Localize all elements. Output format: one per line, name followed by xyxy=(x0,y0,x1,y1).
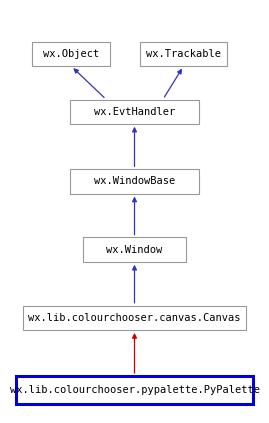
FancyBboxPatch shape xyxy=(70,169,199,194)
FancyBboxPatch shape xyxy=(83,237,186,262)
Text: wx.WindowBase: wx.WindowBase xyxy=(94,176,175,187)
Text: wx.lib.colourchooser.canvas.Canvas: wx.lib.colourchooser.canvas.Canvas xyxy=(28,313,241,323)
FancyBboxPatch shape xyxy=(33,42,110,66)
FancyBboxPatch shape xyxy=(140,42,228,66)
FancyBboxPatch shape xyxy=(23,306,246,330)
Text: wx.EvtHandler: wx.EvtHandler xyxy=(94,107,175,117)
FancyBboxPatch shape xyxy=(16,376,253,404)
Text: wx.Trackable: wx.Trackable xyxy=(146,49,221,59)
Text: wx.Object: wx.Object xyxy=(43,49,99,59)
Text: wx.Window: wx.Window xyxy=(106,244,163,255)
Text: wx.lib.colourchooser.pypalette.PyPalette: wx.lib.colourchooser.pypalette.PyPalette xyxy=(9,385,260,395)
FancyBboxPatch shape xyxy=(70,100,199,124)
